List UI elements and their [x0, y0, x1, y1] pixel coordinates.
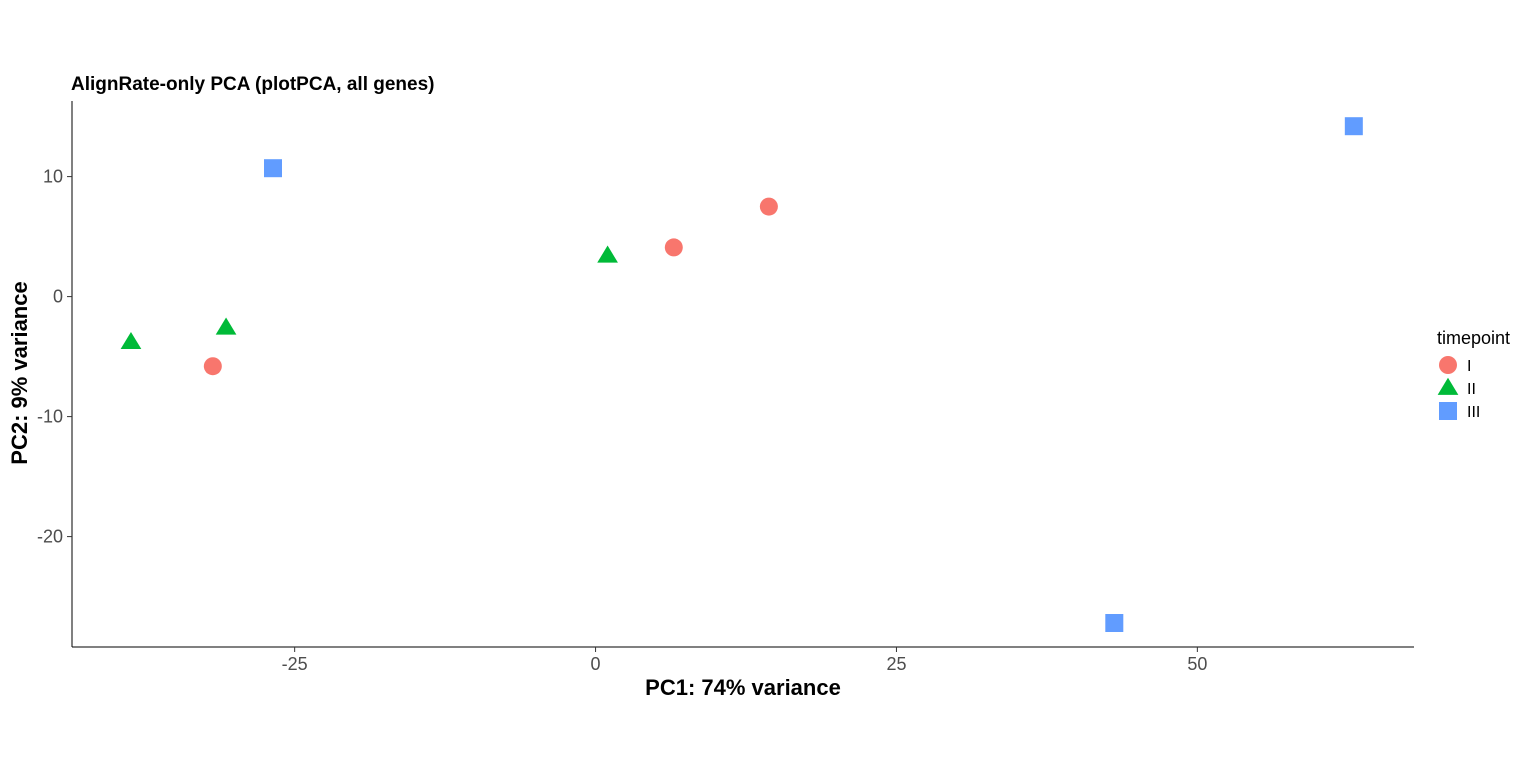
x-tick-label: 25 [886, 654, 906, 674]
data-points [120, 117, 1363, 632]
data-point-iii [263, 159, 282, 178]
y-tick-label: 10 [43, 167, 63, 187]
data-point-ii [597, 245, 618, 263]
legend-title: timepoint [1437, 328, 1510, 348]
data-point-i [203, 357, 222, 376]
y-tick-label: 0 [53, 287, 63, 307]
y-tick-label: -10 [37, 407, 63, 427]
axes: -25 0 25 50 -20 -10 0 10 [37, 101, 1414, 674]
data-point-ii [120, 331, 142, 350]
chart-title: AlignRate-only PCA (plotPCA, all genes) [71, 74, 435, 95]
legend-key-ii [1437, 377, 1459, 395]
x-tick-label: 0 [591, 654, 601, 674]
y-axis-title: PC2: 9% variance [7, 281, 32, 464]
x-tick-label: -25 [282, 654, 308, 674]
legend-key-i [1439, 356, 1457, 374]
data-point-iii [1105, 614, 1124, 632]
legend-label: I [1467, 358, 1471, 375]
x-axis-title: PC1: 74% variance [645, 675, 841, 700]
legend-label: III [1467, 404, 1480, 421]
legend-key-iii [1439, 402, 1457, 420]
y-tick-label: -20 [37, 527, 63, 547]
data-point-i [759, 197, 778, 216]
data-point-iii [1344, 117, 1363, 136]
data-point-ii [215, 317, 237, 335]
legend-label: II [1467, 381, 1476, 398]
data-point-i [664, 238, 683, 257]
x-tick-label: 50 [1187, 654, 1207, 674]
